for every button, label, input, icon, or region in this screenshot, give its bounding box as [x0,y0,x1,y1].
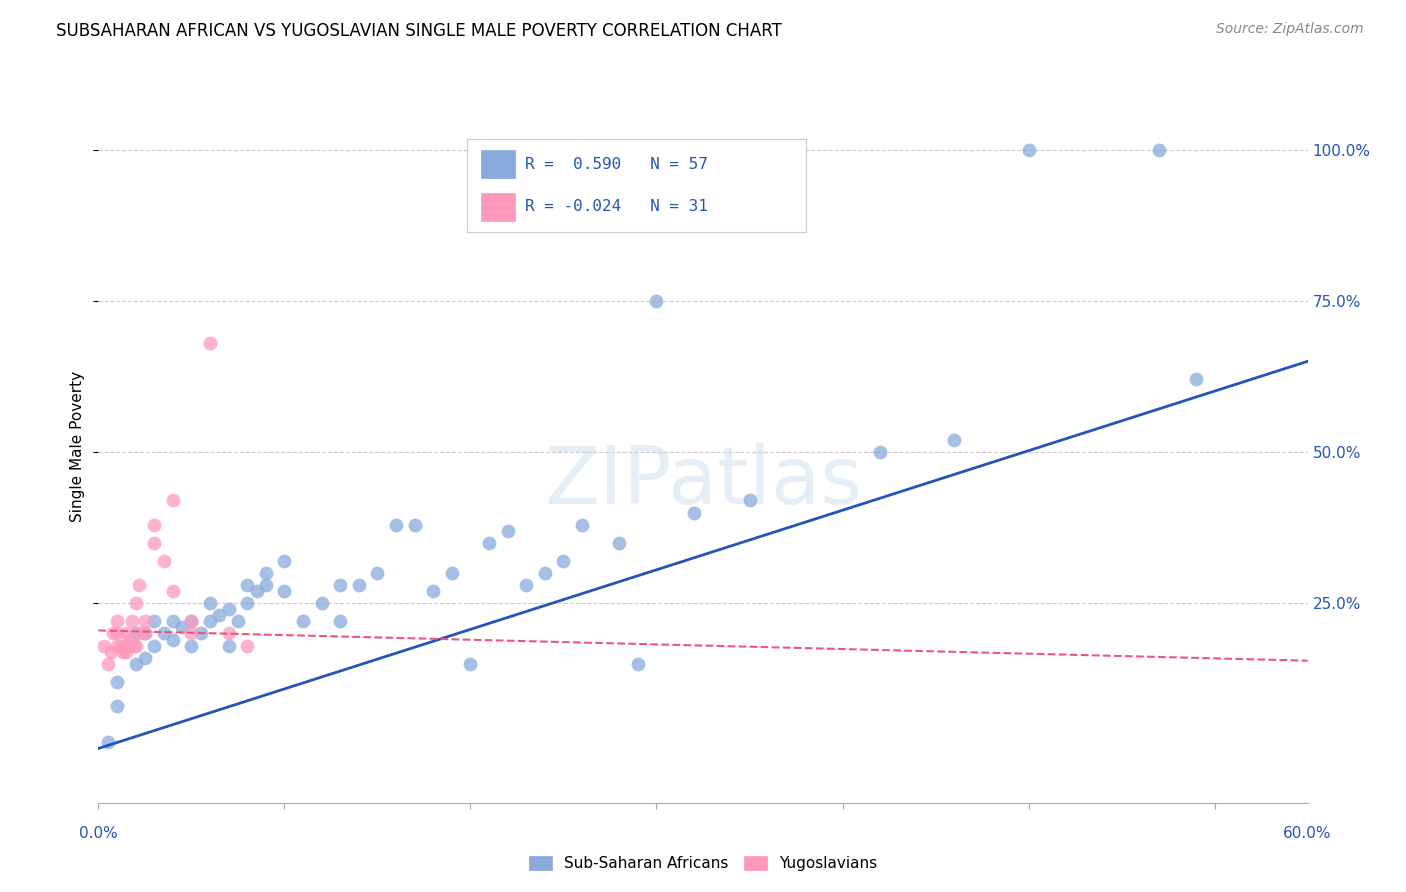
Point [440,566,463,580]
Point [571,517,593,532]
Point [329,578,352,592]
Point [143,535,166,549]
Point [1147,143,1170,157]
Point [124,657,146,671]
Point [180,626,202,640]
Point [496,524,519,538]
Point [152,554,174,568]
Point [97,657,120,671]
Point [404,517,426,532]
Point [103,626,125,640]
Point [645,293,668,308]
Point [198,615,221,629]
Point [100,645,122,659]
Point [105,699,128,714]
Point [143,517,166,532]
Point [236,639,259,653]
Point [682,506,704,520]
Point [1018,143,1040,157]
Point [134,626,156,640]
Point [124,596,146,610]
Point [236,578,259,592]
Point [738,493,761,508]
Point [478,535,501,549]
Point [347,578,370,592]
Point [134,626,156,640]
Point [515,578,537,592]
Point [198,596,221,610]
Point [273,554,295,568]
Point [115,639,138,653]
Legend: Sub-Saharan Africans, Yugoslavians: Sub-Saharan Africans, Yugoslavians [523,850,883,877]
Point [111,645,134,659]
Point [198,336,221,351]
Point [460,657,482,671]
Point [134,615,156,629]
Point [115,645,138,659]
Text: ZIPatlas: ZIPatlas [544,442,862,521]
Point [627,657,650,671]
Point [943,433,966,447]
Point [218,639,240,653]
Point [143,615,166,629]
Point [93,639,115,653]
Point [172,620,194,634]
Point [162,615,184,629]
Point [208,608,231,623]
Point [162,584,184,599]
Point [118,632,141,647]
Point [105,615,128,629]
Text: SUBSAHARAN AFRICAN VS YUGOSLAVIAN SINGLE MALE POVERTY CORRELATION CHART: SUBSAHARAN AFRICAN VS YUGOSLAVIAN SINGLE… [56,22,782,40]
Point [385,517,408,532]
Point [117,639,139,653]
Point [273,584,295,599]
Point [226,615,249,629]
Point [254,578,277,592]
Point [124,639,146,653]
Point [152,626,174,640]
Point [105,639,128,653]
Point [180,639,202,653]
Point [105,674,128,689]
Point [128,578,150,592]
Point [115,626,138,640]
Point [129,626,152,640]
Text: 60.0%: 60.0% [1284,827,1331,841]
Point [180,615,202,629]
Point [218,602,240,616]
Text: Source: ZipAtlas.com: Source: ZipAtlas.com [1216,22,1364,37]
Point [190,626,212,640]
Point [105,626,128,640]
Point [134,650,156,665]
Point [122,639,145,653]
Point [292,615,315,629]
Point [162,632,184,647]
Point [534,566,557,580]
Point [869,445,891,459]
Point [97,735,120,749]
Y-axis label: Single Male Poverty: Single Male Poverty [70,370,86,522]
Point [121,615,143,629]
Point [254,566,277,580]
Text: 0.0%: 0.0% [79,827,118,841]
Point [218,626,240,640]
Point [311,596,333,610]
Point [607,535,630,549]
Point [162,493,184,508]
Point [329,615,352,629]
Point [245,584,267,599]
Point [553,554,575,568]
Point [124,626,146,640]
Point [110,639,132,653]
Point [180,615,202,629]
Point [143,639,166,653]
Point [422,584,444,599]
Point [1185,372,1208,386]
Point [236,596,259,610]
Point [366,566,388,580]
